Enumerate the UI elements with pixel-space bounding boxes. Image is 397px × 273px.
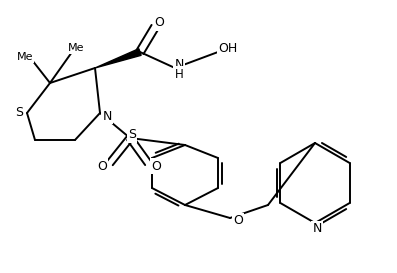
Text: O: O xyxy=(97,159,107,173)
Text: O: O xyxy=(151,159,161,173)
Text: S: S xyxy=(128,129,136,141)
Text: O: O xyxy=(233,215,243,227)
Text: N: N xyxy=(174,58,184,70)
Polygon shape xyxy=(95,49,141,68)
Text: O: O xyxy=(154,16,164,29)
Text: OH: OH xyxy=(218,41,238,55)
Text: N: N xyxy=(312,222,322,236)
Text: H: H xyxy=(175,67,183,81)
Text: Me: Me xyxy=(17,52,33,62)
Text: S: S xyxy=(15,106,23,120)
Text: Me: Me xyxy=(68,43,84,53)
Text: N: N xyxy=(102,109,112,123)
